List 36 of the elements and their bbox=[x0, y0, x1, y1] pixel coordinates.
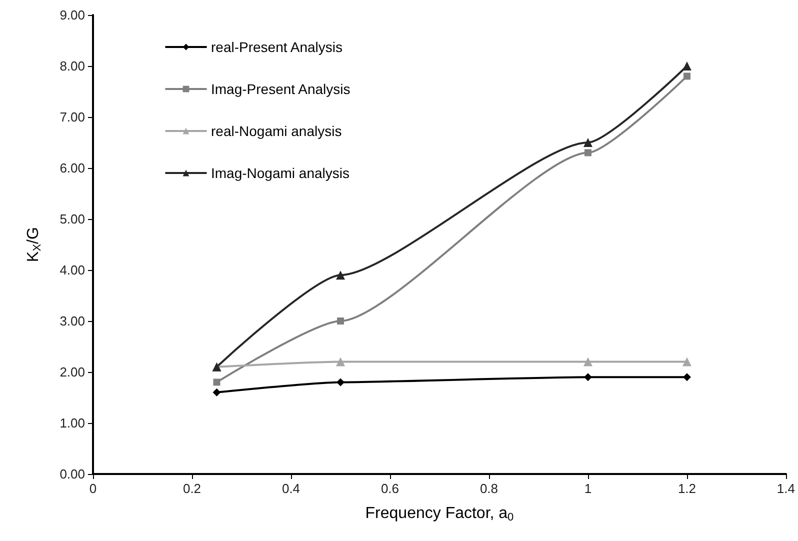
point bbox=[584, 149, 592, 156]
x-tick-label: 0.6 bbox=[380, 481, 400, 496]
point bbox=[583, 138, 592, 147]
point bbox=[682, 357, 692, 366]
y-tick-label: 5.00 bbox=[60, 212, 85, 226]
x-tick-label: 1.2 bbox=[678, 481, 696, 496]
y-tick-label: 0.00 bbox=[60, 466, 85, 482]
y-tick-label: 1.00 bbox=[60, 416, 85, 430]
point bbox=[584, 373, 592, 382]
y-tick-label: 4.00 bbox=[60, 262, 85, 278]
y-tick-label: 2.00 bbox=[60, 364, 85, 380]
y-tick-label: 6.00 bbox=[60, 160, 85, 176]
y-axis-title: KX/G bbox=[25, 227, 44, 262]
legend-label: Imag-Nogami analysis bbox=[211, 165, 350, 181]
legend-label: real-Present Analysis bbox=[211, 39, 343, 55]
point bbox=[336, 318, 344, 324]
x-tick-label: 0.2 bbox=[182, 481, 202, 496]
x-tick-label: 0.8 bbox=[480, 481, 498, 496]
point bbox=[213, 378, 220, 386]
point bbox=[336, 357, 345, 366]
y-tick-label: 8.00 bbox=[60, 58, 85, 74]
y-tick-label: 7.00 bbox=[60, 110, 85, 124]
y-tick-label: 9.00 bbox=[60, 8, 85, 22]
point bbox=[212, 388, 221, 396]
point bbox=[583, 357, 592, 366]
point bbox=[336, 270, 345, 280]
x-tick-label: 0 bbox=[89, 481, 97, 496]
x-tick-label: 1 bbox=[584, 481, 592, 496]
point bbox=[336, 378, 344, 386]
point bbox=[682, 373, 691, 382]
point bbox=[683, 72, 690, 80]
legend-label: Imag-Present Analysis bbox=[211, 81, 350, 97]
x-tick-label: 0.4 bbox=[282, 481, 300, 496]
legend-label: real-Nogami analysis bbox=[211, 123, 342, 139]
x-tick-label: 1.4 bbox=[776, 481, 796, 496]
y-tick-label: 3.00 bbox=[60, 314, 85, 328]
